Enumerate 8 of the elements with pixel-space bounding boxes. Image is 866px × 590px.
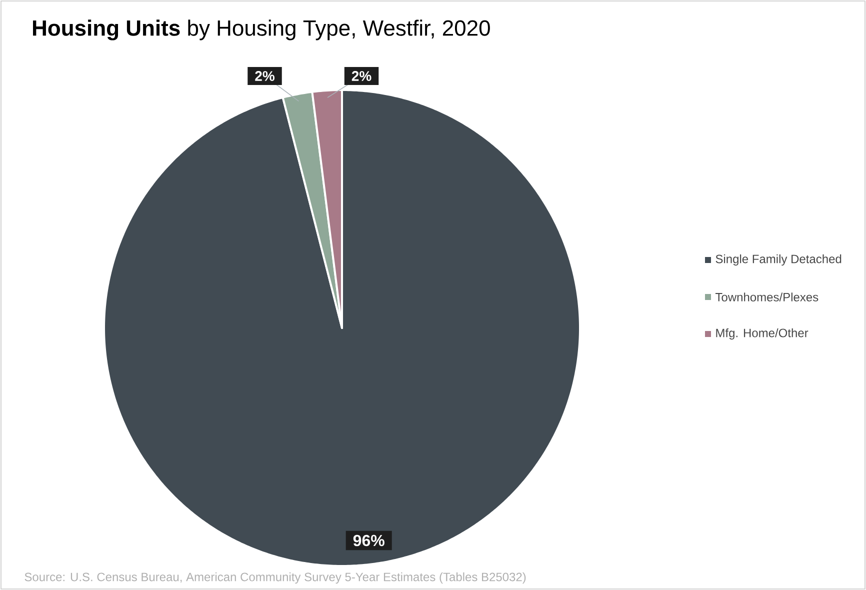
data-label: 2% xyxy=(352,71,372,81)
legend-label: Single Family Detached xyxy=(716,254,842,266)
data-label: 2% xyxy=(255,71,274,81)
source-note: Source: U.S. Census Bureau, American Community Survey 5-Year Estimates (Tables B25032) xyxy=(24,572,526,584)
data-label: 96% xyxy=(353,534,384,546)
legend-label: Townhomes/Plexes xyxy=(715,292,818,302)
legend-label: Mfg. Home/Other xyxy=(716,328,808,340)
chart-title: Housing Units by Housing Type, Westfir, 2020 xyxy=(33,20,490,40)
